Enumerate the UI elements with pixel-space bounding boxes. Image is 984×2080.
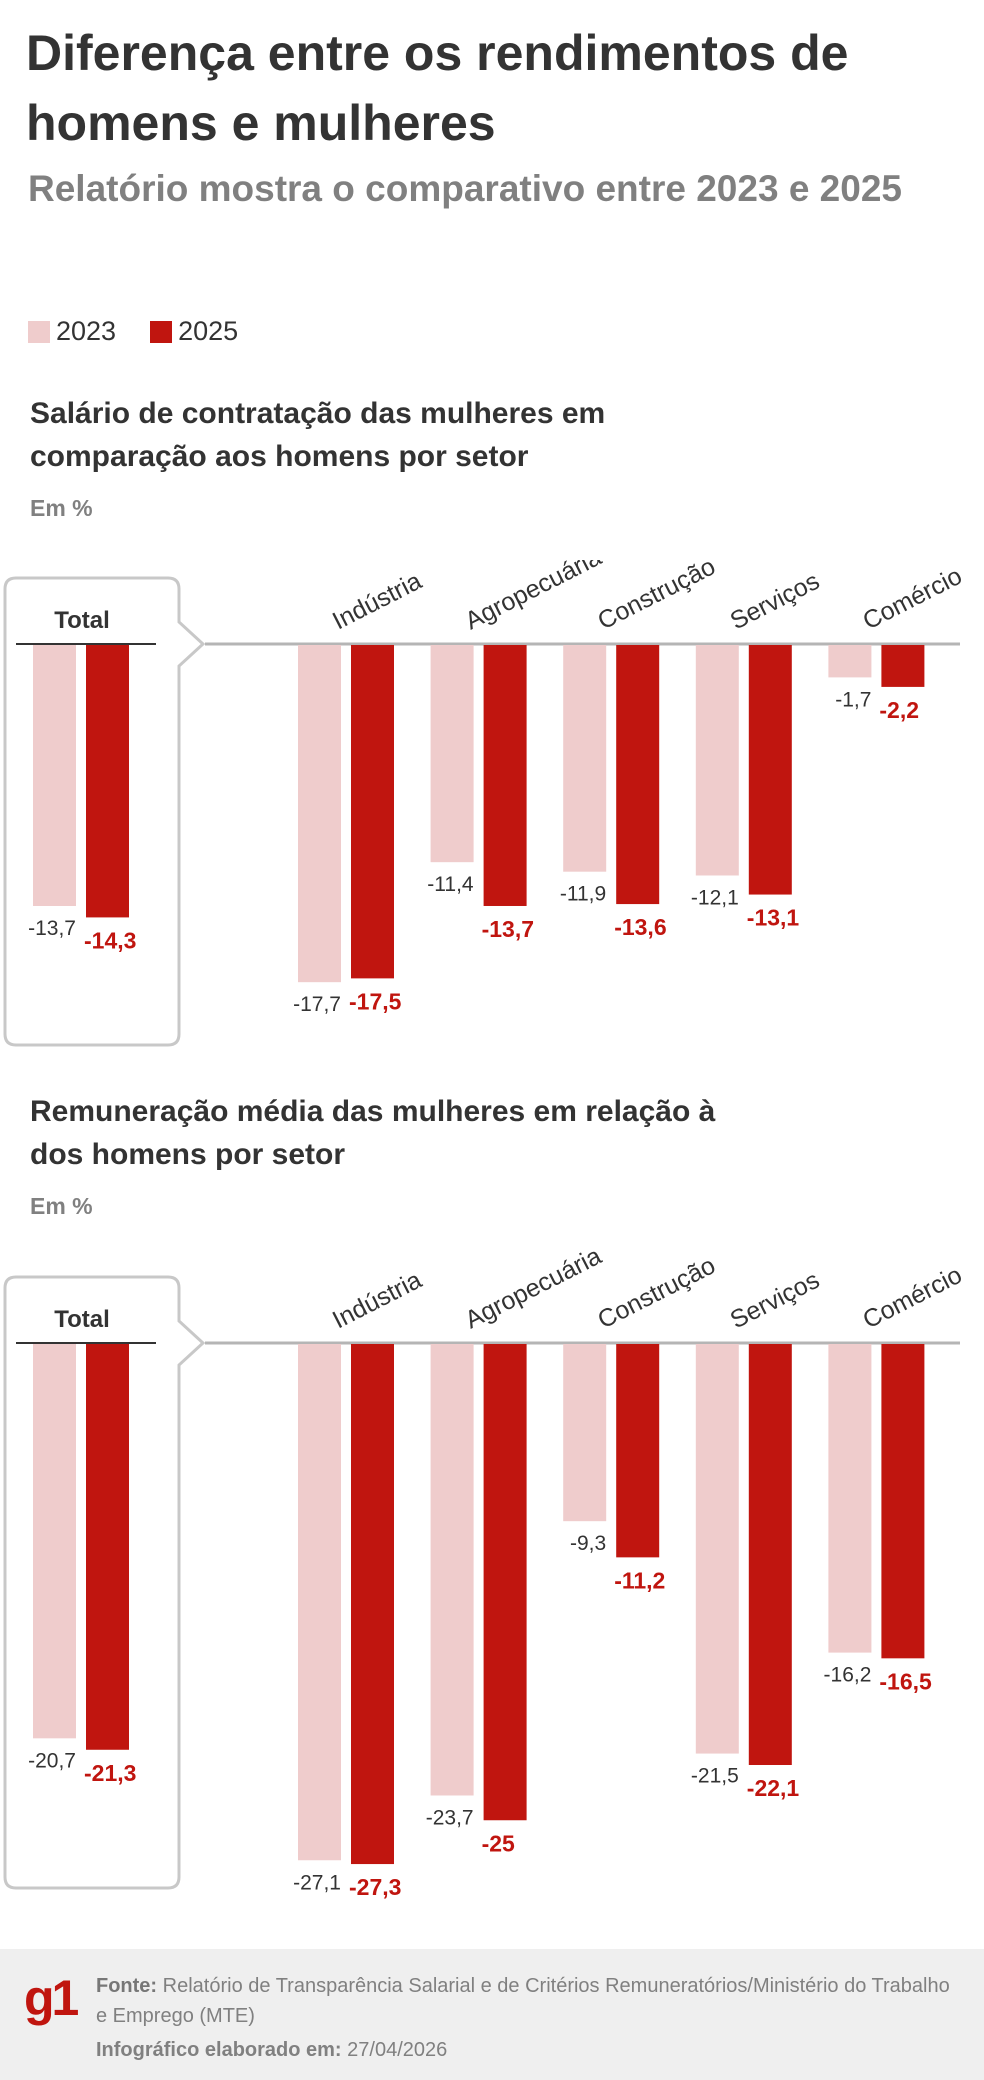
total-callout-box xyxy=(3,1275,206,1890)
legend: 2023 2025 xyxy=(28,316,238,347)
category-label: Construção xyxy=(593,1251,720,1334)
bar-2025-agropecuária xyxy=(483,1344,527,1821)
category-label: Construção xyxy=(593,560,720,635)
legend-swatch-2023 xyxy=(28,320,50,343)
chart1-hiring-salary: Total-13,7 -14,3-17,7 -17,5Indústria-11,4-… xyxy=(3,560,966,1047)
bar-2025-total xyxy=(86,645,129,918)
date-value: 27/04/2026 xyxy=(347,2039,448,2061)
category-label: Indústria xyxy=(328,1266,426,1335)
value-label-2025: -14,3 xyxy=(84,927,136,953)
category-label: Serviços xyxy=(726,567,824,635)
bar-2023-serviços xyxy=(695,645,739,876)
chart2-unit: Em % xyxy=(30,1193,93,1219)
footer: g1 Fonte: Relatório de Transparência Sal… xyxy=(0,1949,984,2080)
bar-2023-total xyxy=(33,645,76,906)
chart2-title: Remuneração média das mulheres em relaçã… xyxy=(30,1095,716,1171)
value-label-2023: -9,3 xyxy=(570,1532,606,1555)
legend-swatch-2025 xyxy=(150,320,173,343)
value-label-2025: -25 xyxy=(482,1830,515,1856)
value-label-2023: -1,7 xyxy=(835,688,871,711)
bar-2023-comércio xyxy=(828,1344,872,1653)
category-label: Indústria xyxy=(328,567,426,636)
value-label-2023: -21,5 xyxy=(691,1765,739,1788)
bar-2025-comércio xyxy=(881,1344,925,1659)
bar-2025-comércio xyxy=(881,645,925,687)
page-title: Diferença entre os rendimentos de homens… xyxy=(26,25,849,151)
bar-2023-construção xyxy=(563,645,607,872)
value-label-2025: -16,5 xyxy=(879,1668,932,1694)
value-label-2025: -13,1 xyxy=(747,905,800,931)
source-note: Fonte: Relatório de Transparência Salari… xyxy=(96,1971,956,2031)
value-label-2023: -13,7 xyxy=(28,917,76,940)
bar-2023-agropecuária xyxy=(430,1344,474,1796)
value-label-2023: -17,7 xyxy=(293,993,341,1016)
value-label-2025: -2,2 xyxy=(879,697,919,723)
value-label-2023: -20,7 xyxy=(28,1749,76,1772)
source-label: Fonte: xyxy=(96,1975,158,1997)
category-label: Agropecuária xyxy=(461,1242,606,1335)
value-label-2023: -23,7 xyxy=(426,1806,474,1829)
value-label-2023: -27,1 xyxy=(293,1871,341,1894)
total-label: Total xyxy=(54,1306,110,1333)
value-label-2025: -22,1 xyxy=(747,1775,800,1801)
value-label-2025: -13,7 xyxy=(482,916,534,942)
date-label: Infográfico elaborado em: xyxy=(96,2039,342,2061)
category-label: Comércio xyxy=(858,562,966,636)
value-label-2023: -11,9 xyxy=(560,883,606,906)
page-subtitle: Relatório mostra o comparativo entre 202… xyxy=(28,168,902,209)
date-note: Infográfico elaborado em: 27/04/2026 xyxy=(96,2039,447,2062)
total-callout-box xyxy=(3,576,206,1047)
bar-2023-construção xyxy=(563,1344,607,1522)
bar-2025-agropecuária xyxy=(483,645,527,906)
legend-label: 2023 xyxy=(56,316,117,346)
value-label-2023: -16,2 xyxy=(824,1664,872,1687)
value-label-2023: -12,1 xyxy=(691,887,739,910)
bar-2023-total xyxy=(33,1344,76,1739)
chart2-average-pay: Total-20,7 -21,3-27,1 -27,3Indústria-23,7-… xyxy=(3,1242,966,1900)
chart1-title: Salário de contratação das mulheres em c… xyxy=(30,397,606,473)
category-label: Serviços xyxy=(726,1266,824,1334)
value-label-2025: -27,3 xyxy=(349,1874,401,1900)
legend-item-2025: 2025 xyxy=(150,316,238,347)
bar-2023-agropecuária xyxy=(430,645,474,863)
bar-2023-comércio xyxy=(828,645,872,678)
bar-2025-indústria xyxy=(351,645,394,979)
value-label-2023: -11,4 xyxy=(427,873,474,896)
bar-2023-indústria xyxy=(298,645,341,983)
bar-2025-total xyxy=(86,1344,129,1750)
value-label-2025: -13,6 xyxy=(614,914,666,940)
value-label-2025: -21,3 xyxy=(84,1760,136,1786)
g1-logo: g1 xyxy=(24,1970,79,2026)
total-label: Total xyxy=(54,607,110,634)
bar-2025-construção xyxy=(616,645,660,905)
value-label-2025: -17,5 xyxy=(349,988,402,1014)
source-text: Relatório de Transparência Salarial e de… xyxy=(96,1975,950,2027)
bar-2025-serviços xyxy=(748,645,792,895)
bar-2023-serviços xyxy=(695,1344,739,1754)
bar-2025-indústria xyxy=(351,1344,394,1865)
category-label: Comércio xyxy=(858,1261,966,1335)
bar-2023-indústria xyxy=(298,1344,341,1861)
bar-2025-construção xyxy=(616,1344,660,1558)
chart1-unit: Em % xyxy=(30,495,93,521)
value-label-2025: -11,2 xyxy=(614,1567,665,1593)
bar-2025-serviços xyxy=(748,1344,792,1766)
legend-item-2023: 2023 xyxy=(28,316,116,347)
category-label: Agropecuária xyxy=(461,560,606,635)
legend-label: 2025 xyxy=(178,316,239,346)
